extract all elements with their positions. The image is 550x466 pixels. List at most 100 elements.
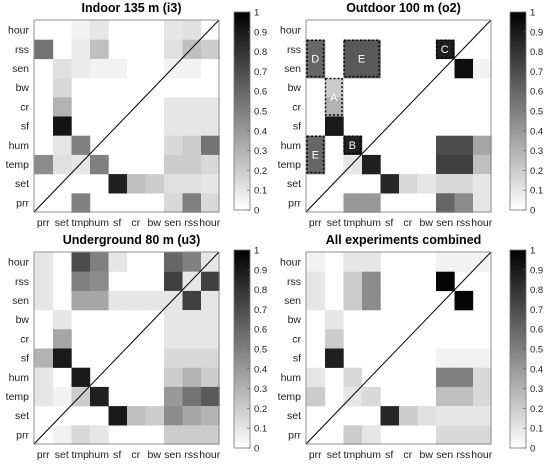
heatmap-cell	[201, 154, 220, 175]
heatmap-cell	[145, 406, 165, 426]
x-tick-label: set	[55, 449, 69, 461]
heatmap-cell	[454, 193, 474, 213]
x-tick-label: hum	[89, 217, 110, 229]
heatmap-cell	[454, 135, 474, 156]
colorbar-tick-label: 0.3	[254, 146, 267, 157]
colorbar-tick-label: 0.4	[254, 126, 267, 137]
x-tick-label: sf	[385, 217, 393, 229]
colorbar-tick-label: 0.2	[530, 166, 543, 177]
heatmap-cell	[201, 39, 220, 60]
heatmap-cell	[454, 348, 474, 368]
x-tick-label: tmp	[71, 449, 89, 461]
heatmap-cell	[34, 252, 54, 272]
heatmap-cell	[164, 329, 183, 349]
heatmap-cell	[436, 154, 455, 175]
y-tick-label: prr	[16, 429, 29, 441]
heatmap-cell	[53, 97, 72, 117]
heatmap-cell	[164, 116, 183, 136]
heatmap-cell	[164, 20, 183, 40]
x-tick-label: prr	[309, 449, 322, 461]
y-tick-label: bw	[288, 314, 302, 326]
y-tick-label: bw	[16, 314, 30, 326]
y-tick-label: set	[287, 178, 301, 190]
heatmap-cell	[182, 386, 202, 407]
colorbar-tick-label: 0.2	[530, 404, 543, 415]
heatmap-cell	[164, 290, 183, 311]
heatmap-cell	[90, 386, 109, 407]
heatmap-cell	[182, 348, 202, 368]
heatmap-cell	[71, 58, 91, 79]
heatmap-cell	[164, 58, 183, 79]
heatmap-cell	[343, 386, 363, 407]
colorbar-tick-label: 0	[254, 444, 259, 455]
y-tick-label: hum	[9, 372, 30, 384]
colorbar-tick-label: 0.3	[530, 146, 543, 157]
heatmap-cell	[473, 425, 492, 445]
heatmap-cell	[473, 154, 492, 175]
colorbar-tick-label: 0.8	[254, 285, 267, 296]
heatmap-cell	[182, 252, 202, 272]
heatmap-cell	[362, 425, 381, 445]
heatmap-cell	[145, 290, 165, 311]
y-tick-label: bw	[16, 82, 30, 94]
y-tick-label: cr	[292, 101, 301, 113]
colorbar-tick-label: 0.5	[530, 345, 543, 356]
annotation-box	[343, 39, 380, 78]
heatmap-cell	[182, 39, 202, 60]
annotation-box	[435, 39, 454, 59]
x-tick-label: sf	[113, 449, 121, 461]
colorbar-tick-label: 0.6	[254, 325, 267, 336]
x-tick-label: tmp	[71, 217, 89, 229]
heatmap-cell	[454, 367, 474, 388]
heatmap-cell	[306, 271, 326, 292]
heatmap-cell	[436, 193, 455, 213]
heatmap-cell	[454, 58, 474, 79]
heatmap-cell	[127, 290, 146, 311]
heatmap-cell	[164, 367, 183, 388]
heatmap-cell	[201, 386, 220, 407]
heatmap-cell	[182, 271, 202, 292]
x-tick-label: cr	[403, 449, 412, 461]
panel-title: Indoor 135 m (i3)	[81, 1, 181, 15]
y-tick-label: temp	[6, 391, 30, 403]
heatmap-cell	[164, 39, 183, 60]
heatmap-cell	[201, 406, 220, 426]
annotation-label: B	[349, 140, 356, 152]
x-tick-label: prr	[37, 449, 50, 461]
colorbar-tick-label: 1	[254, 246, 259, 257]
x-tick-label: rss	[456, 217, 470, 229]
heatmap-panel-3: Underground 80 m (u3)hourrsssenbwcrsfhum…	[6, 233, 268, 461]
heatmap-cell	[343, 154, 363, 175]
heatmap-cell	[164, 425, 183, 445]
heatmap-cell	[71, 425, 91, 445]
heatmap-cell	[343, 290, 363, 311]
y-tick-label: prr	[288, 429, 301, 441]
heatmap-cell	[201, 174, 220, 194]
heatmap-cell	[436, 271, 455, 292]
heatmap-cell	[53, 78, 72, 98]
x-tick-label: bw	[420, 217, 434, 229]
colorbar-tick-label: 0.8	[530, 47, 543, 58]
x-tick-label: hour	[199, 217, 221, 229]
heatmap-cell	[436, 135, 455, 156]
heatmap-cell	[108, 252, 128, 272]
y-tick-label: rss	[287, 44, 301, 56]
y-tick-label: rss	[15, 44, 29, 56]
x-tick-label: bw	[420, 449, 434, 461]
diagonal-line	[33, 19, 220, 213]
colorbar-tick-label: 0	[254, 206, 259, 217]
colorbar-tick-label: 0.3	[530, 384, 543, 395]
heatmap-cell	[164, 174, 183, 194]
colorbar-tick-label: 0.3	[254, 384, 267, 395]
x-tick-label: sf	[385, 449, 393, 461]
heatmap-cell	[53, 329, 72, 349]
heatmap-panel-4: All experiments combinedhourrsssenbwcrsf…	[278, 233, 544, 461]
heatmap-cell	[71, 39, 91, 60]
heatmap-cell	[473, 193, 492, 213]
heatmap-cell	[325, 97, 344, 117]
colorbar-tick-label: 0.7	[254, 305, 267, 316]
colorbar-tick-label: 0.8	[530, 285, 543, 296]
annotation-label: E	[358, 53, 365, 65]
y-tick-label: cr	[20, 333, 29, 345]
y-tick-label: hour	[8, 25, 30, 37]
